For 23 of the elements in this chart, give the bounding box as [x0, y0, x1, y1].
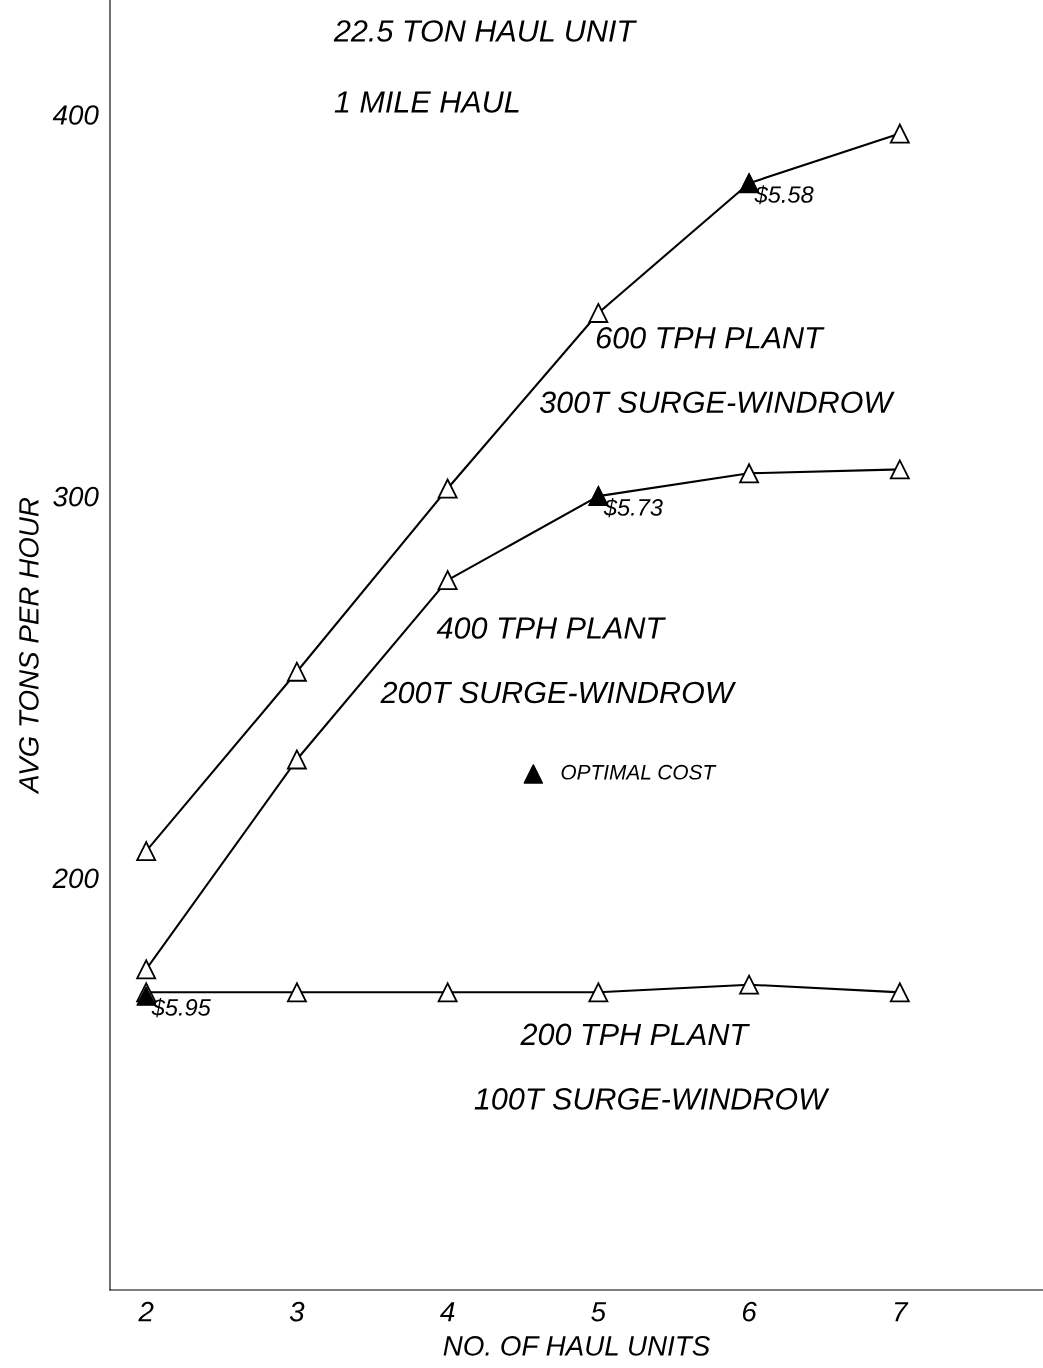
annotation: $5.73 [603, 498, 663, 518]
y-axis-title: AVG TONS PER HOUR [19, 497, 39, 795]
x-tick-label: 2 [138, 1301, 154, 1322]
x-tick-label: 7 [894, 1302, 909, 1322]
annotation: $5.58 [754, 185, 814, 205]
text: 1 MILE HAUL [334, 91, 519, 113]
text: 22.5 TON HAUL UNIT [333, 20, 637, 42]
annotation: 200T SURGE-WINDROW [380, 681, 737, 704]
y-tick-label: 200 [52, 868, 99, 889]
x-tick-label: 4 [440, 1302, 455, 1322]
y-tick-label: 400 [52, 105, 99, 125]
annotation: 300T SURGE-WINDROW [539, 391, 895, 414]
x-tick-label: 5 [591, 1302, 607, 1322]
annotation: 400 TPH PLANT [436, 617, 666, 639]
annotation: 200 TPH PLANT [520, 1023, 750, 1046]
annotation: 600 TPH PLANT [596, 326, 825, 349]
x-axis-title: NO. OF HAUL UNITS [443, 1336, 710, 1356]
x-tick-label: 6 [742, 1301, 757, 1322]
legend-label: OPTIMAL COST [561, 764, 717, 780]
x-tick-label: 3 [289, 1301, 305, 1322]
y-tick-label: 300 [53, 486, 99, 507]
annotation: 100T SURGE-WINDROW [474, 1088, 830, 1110]
annotation: $5.95 [151, 998, 211, 1018]
